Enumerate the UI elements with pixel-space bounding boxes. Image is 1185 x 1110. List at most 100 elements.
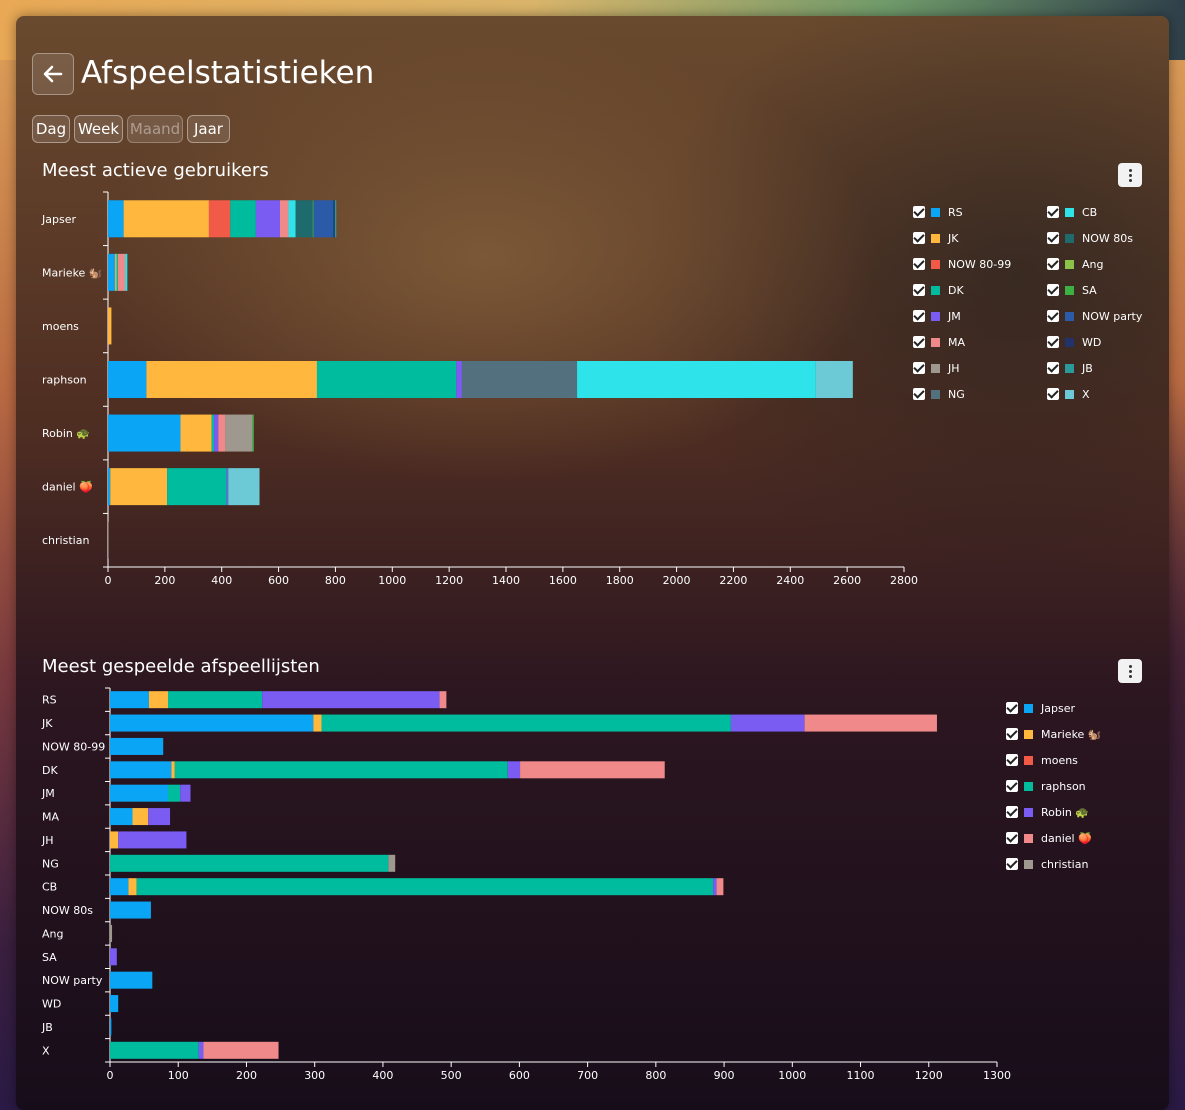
bar-segment-now-80s[interactable] [295,200,313,238]
bar-segment-christian[interactable] [388,854,396,872]
bar-segment-japser[interactable] [110,714,314,732]
checkbox-checked-icon[interactable] [913,362,925,374]
bar-segment-raphson[interactable] [110,854,389,872]
bar-segment-robin[interactable] [730,714,805,732]
bar-segment-japser[interactable] [110,971,153,989]
legend-item-jh[interactable]: JH [913,360,960,376]
bar-segment-rs[interactable] [108,200,124,238]
bar-segment-japser[interactable] [110,901,151,919]
bar-segment-raphson[interactable] [110,1041,199,1059]
legend-item-moens[interactable]: moens [1006,752,1078,768]
legend-item-now-80s[interactable]: NOW 80s [1047,230,1133,246]
legend-item-sa[interactable]: SA [1047,282,1097,298]
checkbox-checked-icon[interactable] [1047,206,1059,218]
legend-item-ng[interactable]: NG [913,386,965,402]
bar-segment-japser[interactable] [110,1018,112,1036]
checkbox-checked-icon[interactable] [913,310,925,322]
legend-item-dk[interactable]: DK [913,282,964,298]
legend-item-robin[interactable]: Robin 🐢 [1006,804,1089,820]
bar-segment-robin[interactable] [180,784,191,802]
bar-segment-sa[interactable] [312,200,314,238]
checkbox-checked-icon[interactable] [1006,702,1018,714]
bar-segment-raphson[interactable] [167,691,263,709]
bar-segment-marieke[interactable] [132,808,149,826]
checkbox-checked-icon[interactable] [1047,388,1059,400]
chart-menu-button[interactable] [1118,163,1142,187]
legend-item-marieke[interactable]: Marieke 🐿️ [1006,726,1102,742]
legend-item-x[interactable]: X [1047,386,1090,402]
bar-segment-robin[interactable] [198,1041,204,1059]
checkbox-checked-icon[interactable] [1006,832,1018,844]
bar-segment-jm[interactable] [456,361,462,398]
legend-item-now-80-99[interactable]: NOW 80-99 [913,256,1011,272]
bar-segment-marieke[interactable] [110,831,119,849]
checkbox-checked-icon[interactable] [1047,336,1059,348]
checkbox-checked-icon[interactable] [913,232,925,244]
checkbox-checked-icon[interactable] [1006,858,1018,870]
bar-segment-jk[interactable] [115,253,117,291]
legend-item-jk[interactable]: JK [913,230,958,246]
legend-item-daniel[interactable]: daniel 🍑 [1006,830,1092,846]
bar-segment-robin[interactable] [118,831,187,849]
bar-segment-ng[interactable] [461,361,578,398]
bar-segment-ma[interactable] [218,414,226,452]
bar-segment-marieke[interactable] [148,691,168,709]
legend-item-raphson[interactable]: raphson [1006,778,1086,794]
bar-segment-ma[interactable] [279,200,289,238]
legend-item-jb[interactable]: JB [1047,360,1093,376]
checkbox-checked-icon[interactable] [1006,754,1018,766]
bar-segment-jk[interactable] [110,468,168,506]
legend-item-ang[interactable]: Ang [1047,256,1103,272]
checkbox-checked-icon[interactable] [1047,362,1059,374]
legend-item-japser[interactable]: Japser [1006,700,1075,716]
bar-segment-rs[interactable] [108,361,147,398]
bar-segment-robin[interactable] [507,761,521,779]
bar-segment-wd[interactable] [333,200,335,238]
bar-segment-jh[interactable] [108,521,109,559]
period-button-dag[interactable]: Dag [32,115,70,143]
legend-item-cb[interactable]: CB [1047,204,1097,220]
checkbox-checked-icon[interactable] [913,206,925,218]
bar-segment-japser[interactable] [110,808,133,826]
bar-segment-daniel[interactable] [439,691,447,709]
checkbox-checked-icon[interactable] [1047,232,1059,244]
bar-segment-raphson[interactable] [136,878,714,896]
period-button-jaar[interactable]: Jaar [187,115,230,143]
bar-segment-rs[interactable] [108,253,116,291]
checkbox-checked-icon[interactable] [1006,806,1018,818]
bar-segment-japser[interactable] [110,784,168,802]
bar-segment-jk[interactable] [123,200,209,238]
bar-segment-rs[interactable] [108,414,181,452]
bar-segment-ma[interactable] [117,253,126,291]
bar-segment-robin[interactable] [110,948,117,966]
bar-segment-marieke[interactable] [128,878,137,896]
legend-item-ma[interactable]: MA [913,334,965,350]
bar-segment-rs[interactable] [108,468,111,506]
bar-segment-raphson[interactable] [174,761,508,779]
legend-item-now-party[interactable]: NOW party [1047,308,1142,324]
bar-segment-now-party[interactable] [313,200,334,238]
checkbox-checked-icon[interactable] [1006,728,1018,740]
bar-segment-jk[interactable] [180,414,212,452]
checkbox-checked-icon[interactable] [1006,780,1018,792]
bar-segment-daniel[interactable] [203,1041,279,1059]
bar-segment-jm[interactable] [226,468,229,506]
chart-menu-button[interactable] [1118,659,1142,683]
bar-segment-jh[interactable] [225,414,253,452]
checkbox-checked-icon[interactable] [913,336,925,348]
bar-segment-marieke[interactable] [313,714,322,732]
bar-segment-now-80-99[interactable] [208,200,231,238]
back-button[interactable] [32,53,74,95]
bar-segment-japser[interactable] [110,995,119,1013]
bar-segment-sa[interactable] [252,414,254,452]
bar-segment-japser[interactable] [110,761,172,779]
bar-segment-dk[interactable] [316,361,457,398]
checkbox-checked-icon[interactable] [913,284,925,296]
bar-segment-marieke[interactable] [171,761,175,779]
bar-segment-daniel[interactable] [804,714,937,732]
bar-segment-cb[interactable] [288,200,296,238]
legend-item-jm[interactable]: JM [913,308,961,324]
legend-item-wd[interactable]: WD [1047,334,1101,350]
bar-segment-japser[interactable] [110,691,149,709]
checkbox-checked-icon[interactable] [1047,310,1059,322]
